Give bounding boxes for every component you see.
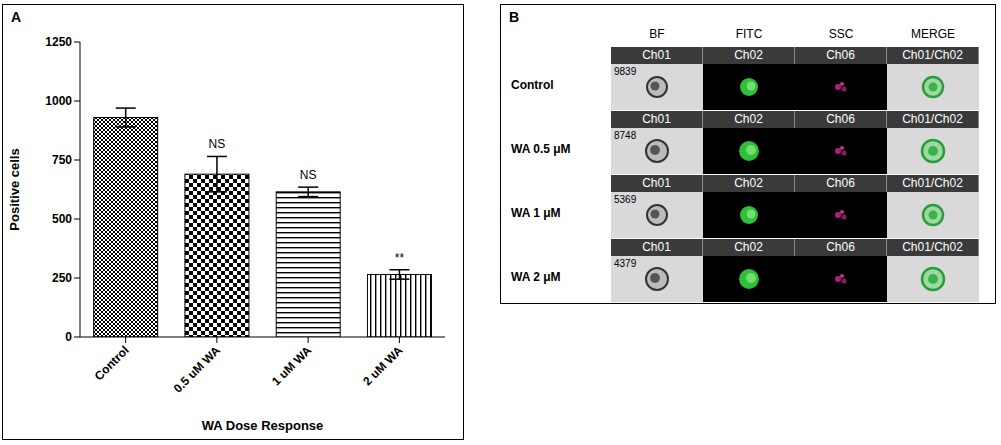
svg-text:0: 0 [65, 330, 72, 344]
html-text:MERGE: MERGE [911, 27, 955, 41]
svg-text:NS: NS [300, 168, 317, 182]
html-text:Ch06: Ch06 [826, 112, 855, 126]
html-text:BF: BF [649, 27, 665, 41]
svg-text:Positive cells: Positive cells [7, 148, 22, 230]
html-text:FITC: FITC [735, 27, 763, 41]
html-text:Ch06: Ch06 [826, 48, 855, 62]
html-text:SSC: SSC [828, 27, 854, 41]
html-text:Ch02: Ch02 [734, 176, 763, 190]
html-text:WA 0.5 μM: WA 0.5 μM [511, 141, 571, 156]
svg-text:Control: Control [92, 343, 132, 383]
svg-text:9839: 9839 [614, 66, 637, 77]
html-text:A: A [11, 9, 22, 25]
html-text:Ch01/Ch02: Ch01/Ch02 [902, 240, 963, 254]
html-text:Ch01/Ch02: Ch01/Ch02 [902, 112, 963, 126]
svg-text:1 uM WA: 1 uM WA [269, 343, 314, 388]
svg-text:500: 500 [52, 212, 72, 226]
html-text:Ch02: Ch02 [734, 240, 763, 254]
html-text:Ch01/Ch02: Ch01/Ch02 [902, 176, 963, 190]
svg-text:5369: 5369 [614, 194, 637, 205]
svg-text:NS: NS [209, 137, 226, 151]
html-text:Ch01/Ch02: Ch01/Ch02 [902, 48, 963, 62]
html-text:Ch01: Ch01 [642, 48, 671, 62]
html-text:Ch06: Ch06 [826, 240, 855, 254]
html-text:Ch02: Ch02 [734, 112, 763, 126]
html-text:WA 1 μM: WA 1 μM [511, 205, 561, 220]
svg-text:2 uM WA: 2 uM WA [360, 343, 405, 388]
svg-text:1000: 1000 [45, 94, 72, 108]
svg-text:WA Dose Response: WA Dose Response [202, 418, 324, 433]
html-text:Ch02: Ch02 [734, 48, 763, 62]
svg-text:750: 750 [52, 153, 72, 167]
svg-text:**: ** [395, 251, 405, 265]
html-text:Ch01: Ch01 [642, 240, 671, 254]
html-text:WA 2 μM: WA 2 μM [511, 269, 561, 284]
svg-text:0.5 uM WA: 0.5 uM WA [171, 343, 224, 396]
html-text:Ch01: Ch01 [642, 112, 671, 126]
html-text:Ch06: Ch06 [826, 176, 855, 190]
svg-text:8748: 8748 [614, 130, 637, 141]
html-text:B: B [509, 9, 520, 25]
html-text:Ch01: Ch01 [642, 176, 671, 190]
svg-text:250: 250 [52, 271, 72, 285]
svg-text:4379: 4379 [614, 258, 637, 269]
svg-text:1250: 1250 [45, 35, 72, 49]
html-text:Control: Control [511, 77, 554, 92]
